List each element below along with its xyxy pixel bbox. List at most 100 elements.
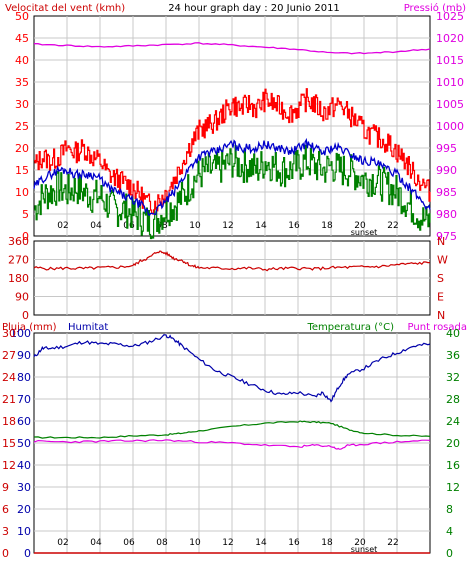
compass-tick-label: E xyxy=(437,291,444,304)
humidity-axis-tick-label: 30 xyxy=(17,481,31,494)
x-axis-tick-label: 02 xyxy=(57,221,68,231)
x-axis-tick-label: 20 xyxy=(354,538,366,548)
temperature-axis-tick-label: 0 xyxy=(446,547,453,559)
x-axis-tick-label: 04 xyxy=(90,221,102,231)
wind-axis-tick-label: 25 xyxy=(15,120,29,133)
temperature-axis-tick-label: 16 xyxy=(446,459,460,472)
series-temperature xyxy=(33,420,431,439)
x-axis-tick-label: 14 xyxy=(255,538,267,548)
rain-axis-tick-label: 18 xyxy=(2,415,16,428)
rain-axis-tick-label: 21 xyxy=(2,393,16,406)
wind-axis-tick-label: 10 xyxy=(15,186,29,199)
x-axis-tick-label: 10 xyxy=(189,538,201,548)
temperature-axis-tick-label: 36 xyxy=(446,349,460,362)
pressure-axis-tick-label: 990 xyxy=(436,164,457,177)
x-axis-tick-label: 02 xyxy=(57,538,68,548)
humidity-axis-tick-label: 100 xyxy=(10,327,31,340)
direction-axis-tick-label: 270 xyxy=(8,254,29,267)
humidity-axis-tick-label: 60 xyxy=(17,415,31,428)
pressure-axis-title: Pressió (mb) xyxy=(404,2,466,14)
tick-label-layer: 0510152025303540455097598098599099510001… xyxy=(2,10,464,560)
pressure-axis-tick-label: 1010 xyxy=(436,76,464,89)
humidity-axis-tick-label: 0 xyxy=(24,547,31,559)
temperature-axis-tick-label: 12 xyxy=(446,481,460,494)
temperature-axis-tick-label: 28 xyxy=(446,393,460,406)
x-axis-tick-label: 08 xyxy=(156,538,168,548)
direction-axis-tick-label: 90 xyxy=(15,291,29,304)
compass-tick-label: N xyxy=(437,235,445,248)
series-pressure xyxy=(34,42,431,55)
series-layer xyxy=(33,42,431,554)
series-wind-average xyxy=(33,137,431,216)
sunset-label: sunset xyxy=(351,545,378,554)
rain-axis-tick-label: 0 xyxy=(2,547,9,559)
x-axis-tick-label: 18 xyxy=(321,538,333,548)
wind-axis-title: Velocitat del vent (kmh) xyxy=(5,3,125,14)
wind-axis-tick-label: 45 xyxy=(15,32,29,45)
x-axis-tick-label: 06 xyxy=(123,221,135,231)
pressure-axis-tick-label: 1005 xyxy=(436,98,464,111)
compass-tick-label: S xyxy=(437,272,444,285)
rain-axis-title: Pluja (mm) xyxy=(2,322,57,333)
wind-axis-tick-label: 40 xyxy=(15,54,29,67)
wind-axis-tick-label: 50 xyxy=(15,10,29,23)
humidity-axis-tick-label: 10 xyxy=(17,525,31,538)
humidity-axis-tick-label: 20 xyxy=(17,503,31,516)
x-axis-tick-label: 04 xyxy=(90,538,102,548)
temperature-axis-tick-label: 4 xyxy=(446,525,453,538)
pressure-axis-tick-label: 995 xyxy=(436,142,457,155)
rain-axis-tick-label: 3 xyxy=(2,525,9,538)
rain-axis-tick-label: 6 xyxy=(2,503,9,516)
pressure-axis-tick-label: 1000 xyxy=(436,120,464,133)
rain-axis-tick-label: 24 xyxy=(2,371,16,384)
pressure-axis-tick-label: 1025 xyxy=(436,10,464,23)
series-dewpoint xyxy=(33,439,431,450)
x-axis-tick-label: 22 xyxy=(387,538,398,548)
x-axis-tick-label: 12 xyxy=(222,538,233,548)
pressure-axis-tick-label: 980 xyxy=(436,208,457,221)
x-axis-tick-label: 22 xyxy=(387,221,398,231)
graph-day-title: 24 hour graph day : 20 Junio 2011 xyxy=(168,3,340,14)
humidity-axis-tick-label: 70 xyxy=(17,393,31,406)
temperature-axis-tick-label: 40 xyxy=(446,327,460,340)
temperature-axis-tick-label: 24 xyxy=(446,415,460,428)
x-axis-tick-label: 14 xyxy=(255,221,267,231)
x-axis-tick-label: 20 xyxy=(354,221,366,231)
rain-axis-tick-label: 12 xyxy=(2,459,16,472)
temperature-axis-tick-label: 32 xyxy=(446,371,460,384)
pressure-axis-tick-label: 975 xyxy=(436,230,457,243)
wind-axis-tick-label: 20 xyxy=(15,142,29,155)
pressure-axis-tick-label: 1015 xyxy=(436,54,464,67)
wind-axis-tick-label: 30 xyxy=(15,98,29,111)
humidity-axis-tick-label: 40 xyxy=(17,459,31,472)
x-axis-tick-label: 18 xyxy=(321,221,333,231)
temperature-axis-tick-label: 20 xyxy=(446,437,460,450)
wind-axis-tick-label: 0 xyxy=(22,230,29,243)
x-axis-tick-label: 06 xyxy=(123,538,135,548)
series-humidity xyxy=(33,334,431,403)
pressure-axis-tick-label: 1020 xyxy=(436,32,464,45)
direction-axis-tick-label: 180 xyxy=(8,272,29,285)
wind-axis-tick-label: 35 xyxy=(15,76,29,89)
rain-axis-tick-label: 15 xyxy=(2,437,16,450)
temperature-axis-tick-label: 8 xyxy=(446,503,453,516)
x-axis-tick-label: 16 xyxy=(288,538,300,548)
humidity-axis-tick-label: 90 xyxy=(17,349,31,362)
sunset-label: sunset xyxy=(351,228,378,237)
humidity-axis-tick-label: 80 xyxy=(17,371,31,384)
wind-axis-tick-label: 5 xyxy=(22,208,29,221)
humidity-axis-tick-label: 50 xyxy=(17,437,31,450)
series-wind-gust xyxy=(34,88,431,215)
humidity-axis-title: Humitat xyxy=(68,322,108,333)
pressure-axis-tick-label: 985 xyxy=(436,186,457,199)
direction-axis-tick-label: 360 xyxy=(8,235,29,248)
x-axis-tick-label: 10 xyxy=(189,221,201,231)
x-axis-tick-label: 12 xyxy=(222,221,233,231)
series-wind-direction xyxy=(33,250,430,272)
wind-axis-tick-label: 15 xyxy=(15,164,29,177)
dewpoint-axis-title: Punt rosada xyxy=(408,322,467,333)
compass-tick-label: N xyxy=(437,309,445,322)
temperature-axis-title: Temperatura (°C) xyxy=(306,322,394,333)
